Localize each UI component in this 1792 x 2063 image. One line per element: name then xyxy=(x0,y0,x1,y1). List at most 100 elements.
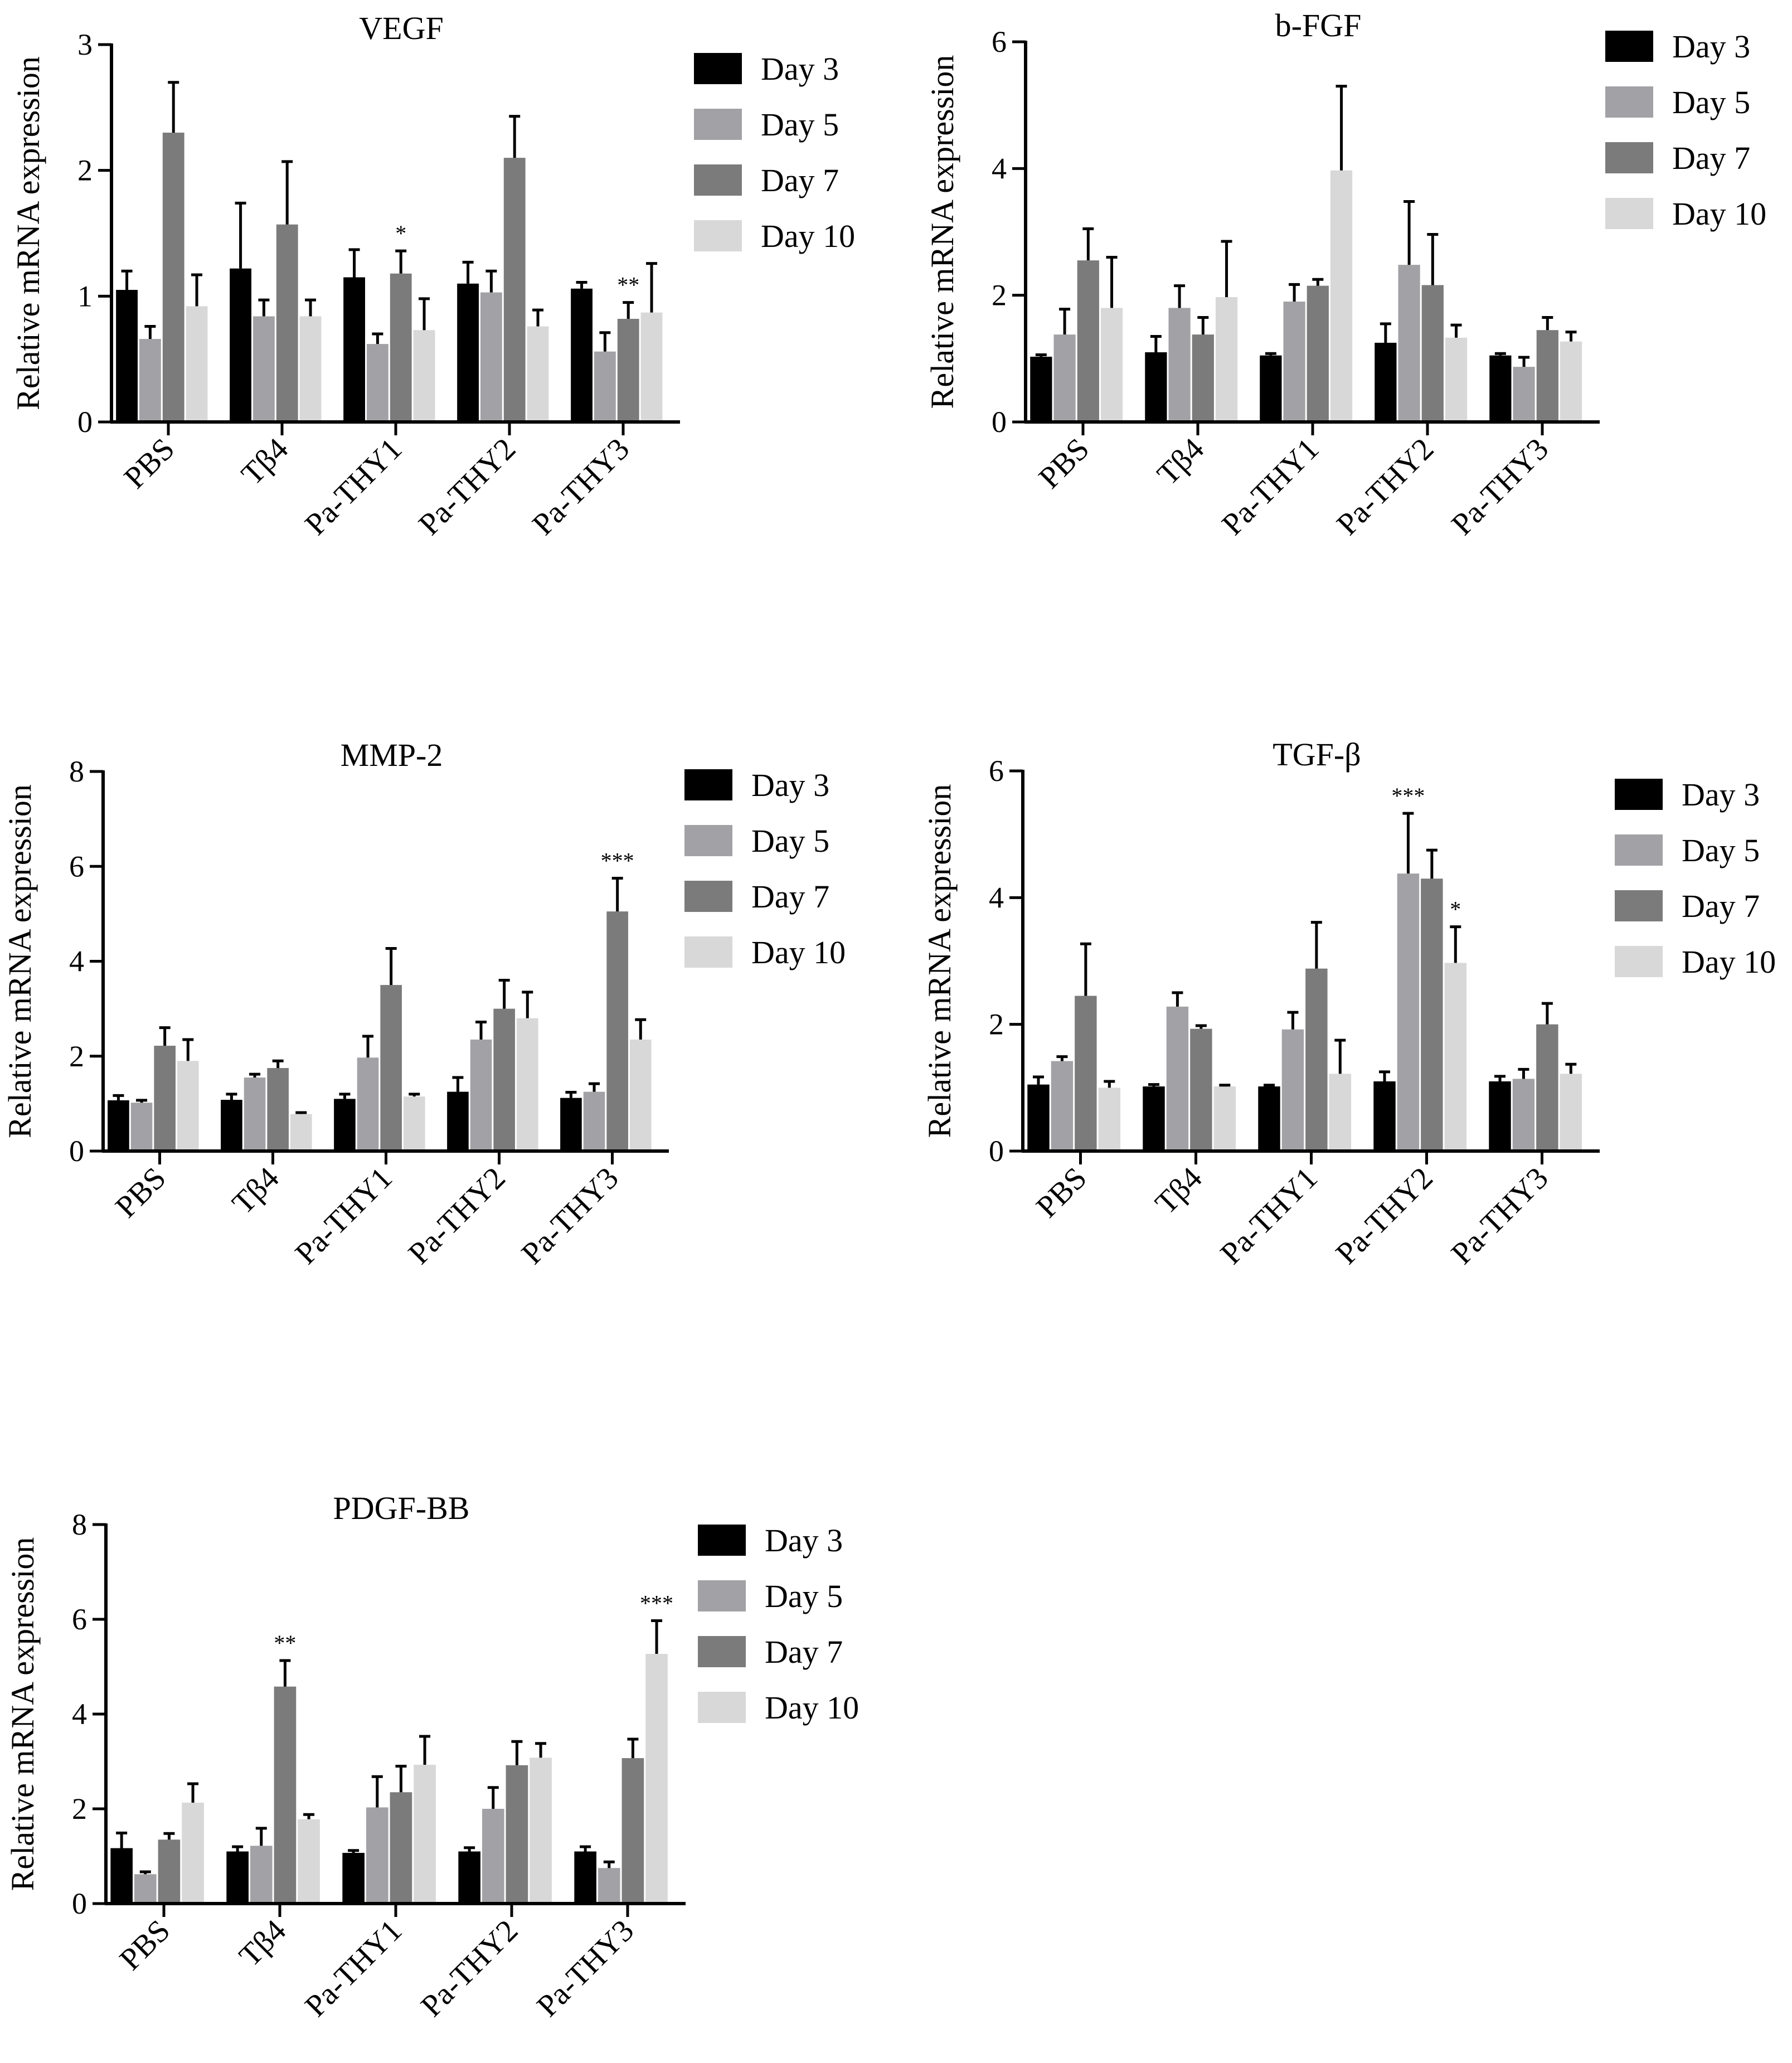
legend-swatch-day-7 xyxy=(698,1636,746,1667)
legend-swatch-day-5 xyxy=(1615,834,1663,866)
bar-tbeta4-day-7 xyxy=(1192,334,1214,422)
bar-pa-thy1-day-3 xyxy=(1260,355,1282,422)
x-tick-label-pa-thy2: Pa-THY2 xyxy=(412,431,522,542)
y-axis-label: Relative mRNA expression xyxy=(2,784,38,1138)
legend-label-day-5: Day 5 xyxy=(1682,832,1760,868)
bar-pbs-day-3 xyxy=(108,1100,129,1151)
x-tick-label-pa-thy2: Pa-THY2 xyxy=(402,1161,512,1271)
y-tick-label: 2 xyxy=(77,154,93,187)
legend-swatch-day-5 xyxy=(1605,86,1653,118)
bar-tbeta4-day-5 xyxy=(1166,1006,1189,1151)
bar-pbs-day-5 xyxy=(134,1874,157,1904)
legend-label-day-7: Day 7 xyxy=(751,878,829,915)
x-tick-label-pa-thy1: Pa-THY1 xyxy=(298,1913,409,2023)
x-tick-label-tbeta4: Tβ4 xyxy=(1150,431,1211,492)
y-tick-label: 2 xyxy=(992,279,1007,312)
bar-pa-thy1-day-7 xyxy=(390,273,412,422)
bar-pa-thy1-day-5 xyxy=(366,344,388,422)
bar-pa-thy1-day-10 xyxy=(1329,1074,1352,1151)
bar-pa-thy3-day-5 xyxy=(598,1868,620,1904)
bar-pa-thy1-day-3 xyxy=(334,1099,356,1151)
bar-pa-thy2-day-10 xyxy=(516,1018,538,1151)
legend-swatch-day-3 xyxy=(1615,779,1663,810)
bar-pbs-day-5 xyxy=(1051,1061,1074,1151)
legend-label-day-3: Day 3 xyxy=(1672,28,1750,65)
significance-marker: *** xyxy=(601,848,634,873)
bar-tbeta4-day-3 xyxy=(226,1851,249,1904)
y-tick-label: 6 xyxy=(72,1603,87,1636)
bar-tbeta4-day-5 xyxy=(252,316,275,422)
bar-pa-thy2-day-5 xyxy=(470,1039,492,1151)
bar-pa-thy3-day-5 xyxy=(594,351,616,422)
significance-marker: *** xyxy=(640,1591,673,1616)
legend-swatch-day-5 xyxy=(698,1580,746,1611)
bar-pa-thy3-day-3 xyxy=(1489,1081,1511,1151)
y-tick-label: 1 xyxy=(77,279,93,313)
x-tick-label-pa-thy3: Pa-THY3 xyxy=(530,1913,640,2023)
y-axis-label: Relative mRNA expression xyxy=(921,784,958,1138)
x-tick-label-pbs: PBS xyxy=(113,1913,177,1977)
bar-pa-thy2-day-7 xyxy=(493,1008,515,1151)
legend-swatch-day-5 xyxy=(694,109,742,140)
bar-pa-thy3-day-7 xyxy=(621,1758,644,1904)
bar-tbeta4-day-5 xyxy=(250,1846,273,1904)
y-tick-label: 6 xyxy=(989,754,1004,788)
bar-pa-thy1-day-5 xyxy=(1283,302,1305,422)
bar-pbs-day-3 xyxy=(116,290,138,422)
bar-pbs-day-7 xyxy=(1075,996,1097,1151)
bar-pa-thy3-day-7 xyxy=(1536,1024,1558,1151)
x-tick-label-pbs: PBS xyxy=(1032,431,1096,495)
significance-marker: ** xyxy=(617,273,639,298)
legend-swatch-day-10 xyxy=(698,1692,746,1723)
significance-marker: * xyxy=(395,221,406,246)
bar-pa-thy2-day-5 xyxy=(480,292,502,422)
bar-pbs-day-10 xyxy=(182,1802,204,1904)
x-tick-label-pa-thy3: Pa-THY3 xyxy=(526,431,636,542)
bar-pa-thy1-day-7 xyxy=(390,1792,412,1904)
x-tick-label-tbeta4: Tβ4 xyxy=(232,1913,293,1973)
bar-pa-thy2-day-3 xyxy=(447,1091,469,1151)
bar-pa-thy1-day-7 xyxy=(1307,285,1329,422)
legend-swatch-day-10 xyxy=(1615,946,1663,977)
legend-label-day-3: Day 3 xyxy=(761,51,839,87)
y-axis-label: Relative mRNA expression xyxy=(10,56,46,410)
bar-pa-thy2-day-7 xyxy=(1421,878,1443,1151)
y-tick-label: 0 xyxy=(989,1134,1004,1168)
bar-pa-thy1-day-10 xyxy=(414,1764,436,1904)
bar-tbeta4-day-3 xyxy=(1143,1086,1165,1151)
x-tick-label-pbs: PBS xyxy=(1029,1161,1093,1224)
legend-label-day-10: Day 10 xyxy=(765,1690,859,1726)
legend: Day 3 Day 5 Day 7 Day 10 xyxy=(694,51,855,254)
bar-tbeta4-day-5 xyxy=(1168,308,1191,422)
chart-title: VEGF xyxy=(359,10,443,46)
chart-title: b-FGF xyxy=(1275,7,1362,43)
y-tick-label: 6 xyxy=(69,850,84,883)
significance-marker: * xyxy=(1450,897,1461,922)
legend-label-day-10: Day 10 xyxy=(751,934,846,970)
y-tick-label: 4 xyxy=(72,1697,87,1731)
y-tick-label: 8 xyxy=(69,755,84,788)
bar-pa-thy3-day-3 xyxy=(1489,355,1512,422)
legend: Day 3 Day 5 Day 7 Day 10 xyxy=(1605,28,1766,232)
legend-label-day-5: Day 5 xyxy=(765,1578,843,1614)
x-tick-label-tbeta4: Tβ4 xyxy=(235,431,295,492)
x-tick-label-pa-thy1: Pa-THY1 xyxy=(298,431,409,542)
bar-tbeta4-day-10 xyxy=(1213,1086,1236,1151)
legend: Day 3 Day 5 Day 7 Day 10 xyxy=(1615,776,1776,980)
legend-swatch-day-7 xyxy=(1605,142,1653,173)
bar-pa-thy1-day-5 xyxy=(1281,1029,1304,1151)
bar-tbeta4-day-10 xyxy=(298,1819,320,1904)
bar-pa-thy1-day-5 xyxy=(366,1807,388,1904)
legend: Day 3 Day 5 Day 7 Day 10 xyxy=(684,767,846,970)
bar-pbs-day-10 xyxy=(177,1061,199,1151)
bar-pa-thy1-day-3 xyxy=(342,1853,365,1904)
x-tick-label-pa-thy2: Pa-THY2 xyxy=(414,1913,525,2023)
legend-label-day-7: Day 7 xyxy=(765,1634,843,1670)
legend-swatch-day-3 xyxy=(684,769,732,800)
x-tick-label-pbs: PBS xyxy=(118,431,181,495)
x-tick-label-pa-thy1: Pa-THY1 xyxy=(289,1161,399,1271)
bar-tbeta4-day-10 xyxy=(1215,297,1238,422)
bar-pa-thy1-day-3 xyxy=(1258,1086,1280,1151)
